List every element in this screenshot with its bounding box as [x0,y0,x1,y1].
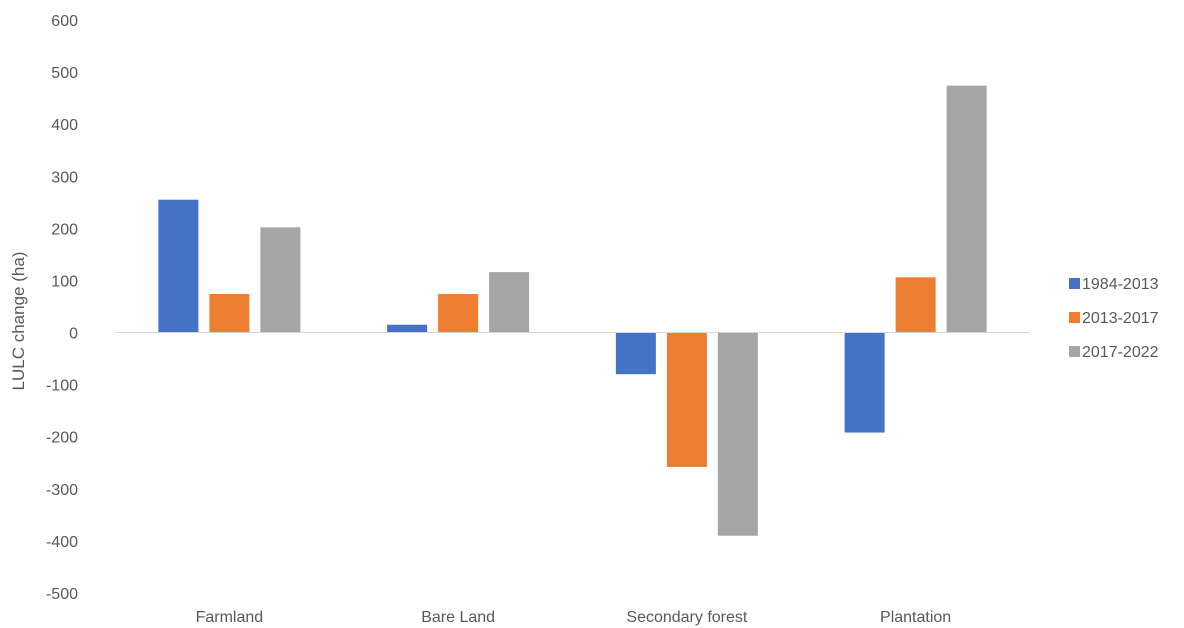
bar-1984-2013-farmland [158,199,199,333]
y-axis-title: LULC change (ha) [9,252,28,391]
legend-label: 2013-2017 [1082,310,1159,327]
y-tick-label: -400 [46,534,78,551]
y-tick-label: 500 [51,65,78,82]
y-tick-label: -200 [46,430,78,447]
bar-1984-2013-plantation [844,332,885,433]
x-tick-label: Secondary forest [626,609,748,626]
legend-label: 2017-2022 [1082,344,1159,361]
y-tick-label: 400 [51,117,78,134]
y-axis-ticks: 600 500 400 300 200 100 0 -100 -200 -300 -400 -500 [46,13,78,603]
y-tick-label: 0 [69,326,78,343]
y-tick-label: 300 [51,169,78,186]
y-tick-label: -100 [46,378,78,395]
bar-2013-2017-farmland [209,293,250,333]
y-tick-label: 600 [51,13,78,30]
legend-swatch [1069,278,1080,289]
y-tick-label: -300 [46,482,78,499]
legend: 1984-2013 2013-2017 2017-2022 [1069,276,1159,361]
bar-2013-2017-plantation [895,277,936,333]
x-axis-ticks: Farmland Bare Land Secondary forest Plantat… [196,609,952,626]
bar-2017-2022-secondary-forest [717,332,758,536]
legend-swatch [1069,312,1080,323]
bar-2013-2017-secondary-forest [666,332,707,467]
y-tick-label: 100 [51,273,78,290]
bar-2017-2022-farmland [260,227,301,333]
y-tick-label: -500 [46,586,78,603]
bar-1984-2013-secondary-forest [615,332,656,375]
y-tick-label: 200 [51,221,78,238]
x-tick-label: Bare Land [421,609,495,626]
x-tick-label: Plantation [880,609,951,626]
legend-swatch [1069,346,1080,357]
bar-1984-2013-bare-land [387,324,428,333]
x-tick-label: Farmland [196,609,264,626]
legend-label: 1984-2013 [1082,276,1159,293]
bar-2013-2017-bare-land [438,293,479,333]
bar-2017-2022-bare-land [489,272,530,333]
bars [158,85,987,536]
bar-2017-2022-plantation [946,85,987,333]
